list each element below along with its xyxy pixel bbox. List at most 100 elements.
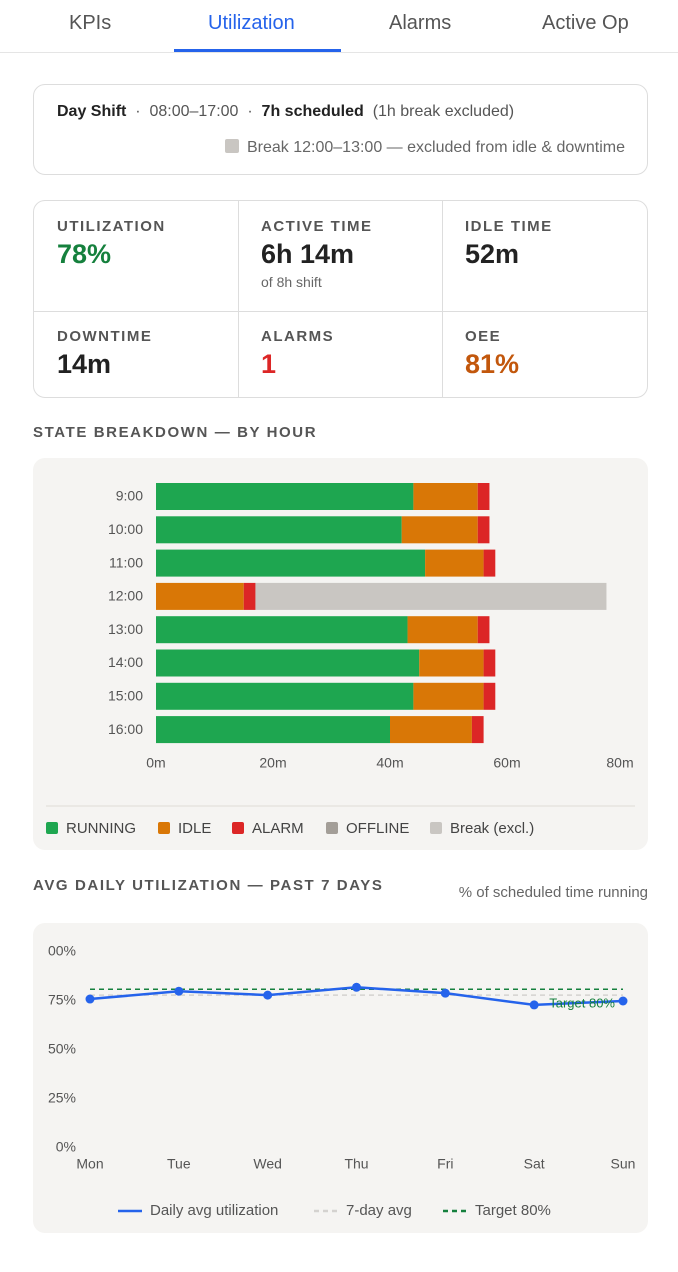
bar-chart: 9:00 10:00 11:00 12:00 13:00 14:00 15:00 16:00 0…	[46, 483, 635, 837]
y-tick-label: 9:00	[116, 488, 143, 504]
legend-label: IDLE	[178, 820, 211, 837]
x-tick-label: Mon	[76, 1156, 103, 1172]
bar-segment	[425, 549, 484, 577]
kpi-cell: UTILIZATION 78%	[34, 201, 239, 312]
legend-label: 7-day avg	[346, 1202, 412, 1219]
kpi-cell: ACTIVE TIME 6h 14m of 8h shift	[238, 201, 443, 312]
break-line: Break 12:00–13:00 — excluded from idle &…	[225, 139, 625, 157]
y-tick-label: 25%	[48, 1090, 76, 1106]
break-note: Break 12:00–13:00 — excluded from idle &…	[247, 139, 625, 156]
bar-segment	[483, 649, 496, 677]
tab-active[interactable]: Utilization	[208, 12, 295, 34]
bar-segment	[156, 582, 244, 610]
annotation: Target 80%	[549, 995, 615, 1010]
legend-swatch	[430, 822, 442, 834]
y-tick-label: 14:00	[108, 654, 143, 670]
bar-segment	[156, 649, 420, 677]
bar-segment	[477, 483, 490, 510]
kpi-label: DOWNTIME	[57, 328, 153, 345]
break-swatch	[225, 139, 239, 153]
bar-segment	[413, 483, 478, 510]
x-tick-label: 20m	[259, 755, 286, 771]
bar-segment	[255, 582, 607, 610]
shift-line: Day Shift · 08:00–17:00 · 7h scheduled (…	[57, 103, 514, 121]
bar-segment	[156, 483, 414, 510]
shift-card: Day Shift · 08:00–17:00 · 7h scheduled (…	[33, 84, 648, 175]
chart-subtitle: % of scheduled time running	[458, 884, 648, 901]
tab-underline	[174, 49, 341, 52]
point	[618, 996, 628, 1006]
shift-scheduled: 7h scheduled	[261, 103, 364, 120]
point	[352, 982, 361, 992]
bar-segment	[401, 516, 478, 544]
y-tick-label: 15:00	[108, 688, 143, 704]
legend-swatch	[326, 822, 338, 834]
kpi-sub: of 8h shift	[261, 274, 322, 290]
section-title: AVG DAILY UTILIZATION — PAST 7 DAYS	[33, 877, 384, 894]
legend-swatch	[158, 822, 170, 834]
point	[85, 994, 95, 1004]
kpi-label: IDLE TIME	[465, 218, 553, 235]
kpi-value: 81%	[465, 349, 520, 379]
legend-label: Daily avg utilization	[150, 1202, 278, 1219]
legend-label: RUNNING	[66, 820, 136, 837]
bar-segment	[419, 649, 484, 677]
bar-segment	[483, 682, 496, 710]
chart-panel: 9:00 10:00 11:00 12:00 13:00 14:00 15:00 16:00 0…	[33, 458, 648, 850]
x-tick-label: Wed	[253, 1156, 282, 1172]
line-chart: 0% 25% 50% 75% 00% Mon Tue Wed Thu Fri Sat Sun Targe…	[48, 943, 636, 1219]
kpi-label: ALARMS	[261, 328, 335, 345]
x-tick-label: 80m	[606, 755, 633, 771]
y-tick-label: 16:00	[108, 721, 143, 737]
bar-segment	[390, 716, 472, 744]
kpi-cell: ALARMS 1	[238, 311, 443, 397]
bar-segment	[156, 682, 414, 710]
x-tick-label: 40m	[376, 755, 403, 771]
bar-segment	[477, 616, 490, 644]
legend-label: Target 80%	[475, 1202, 551, 1219]
kpi-grid: UTILIZATION 78% ACTIVE TIME 6h 14m of 8h shi…	[33, 200, 648, 398]
kpi-label: UTILIZATION	[57, 218, 166, 235]
bar-segment	[413, 682, 484, 710]
bar-segment	[156, 716, 390, 744]
tab-bar: KPIs Utilization Alarms Active Op	[0, 0, 678, 53]
chart-panel: 0% 25% 50% 75% 00% Mon Tue Wed Thu Fri Sat Sun Targe…	[33, 923, 648, 1233]
kpi-value: 78%	[57, 239, 112, 269]
kpi-label: ACTIVE TIME	[261, 218, 373, 235]
point	[440, 988, 450, 998]
tab[interactable]: KPIs	[69, 12, 112, 34]
legend-label: OFFLINE	[346, 820, 409, 837]
legend-swatch	[46, 822, 58, 834]
shift-hours: 08:00–17:00	[149, 103, 239, 120]
bar-segment	[156, 616, 408, 644]
x-tick-label: Fri	[437, 1156, 453, 1172]
point	[174, 986, 184, 996]
bar-segment	[243, 582, 256, 610]
y-tick-label: 75%	[48, 992, 76, 1008]
bar-segment	[483, 549, 496, 577]
section-title: STATE BREAKDOWN — BY HOUR	[33, 424, 318, 441]
bar-segment	[156, 549, 426, 577]
x-tick-label: Thu	[344, 1156, 368, 1172]
kpi-value: 52m	[465, 239, 520, 269]
y-tick-label: 0%	[56, 1139, 76, 1155]
shift-name: Day Shift	[57, 103, 127, 120]
point	[529, 1000, 539, 1010]
bar-segment	[471, 716, 484, 744]
kpi-value: 1	[261, 349, 277, 379]
y-tick-label: 50%	[48, 1041, 76, 1057]
tab[interactable]: Alarms	[389, 12, 452, 34]
kpi-label: OEE	[465, 328, 502, 345]
kpi-cell: OEE 81%	[442, 311, 647, 397]
bar-segment	[156, 516, 402, 544]
x-tick-label: Sun	[611, 1156, 636, 1172]
kpi-cell: IDLE TIME 52m	[442, 201, 647, 312]
separator: ·	[135, 103, 141, 120]
point	[263, 990, 273, 1000]
tab[interactable]: Active Op	[542, 12, 629, 34]
y-tick-label: 10:00	[108, 521, 143, 537]
y-tick-label: 12:00	[108, 588, 143, 604]
x-tick-label: Tue	[167, 1156, 191, 1172]
bar-segment	[407, 616, 478, 644]
